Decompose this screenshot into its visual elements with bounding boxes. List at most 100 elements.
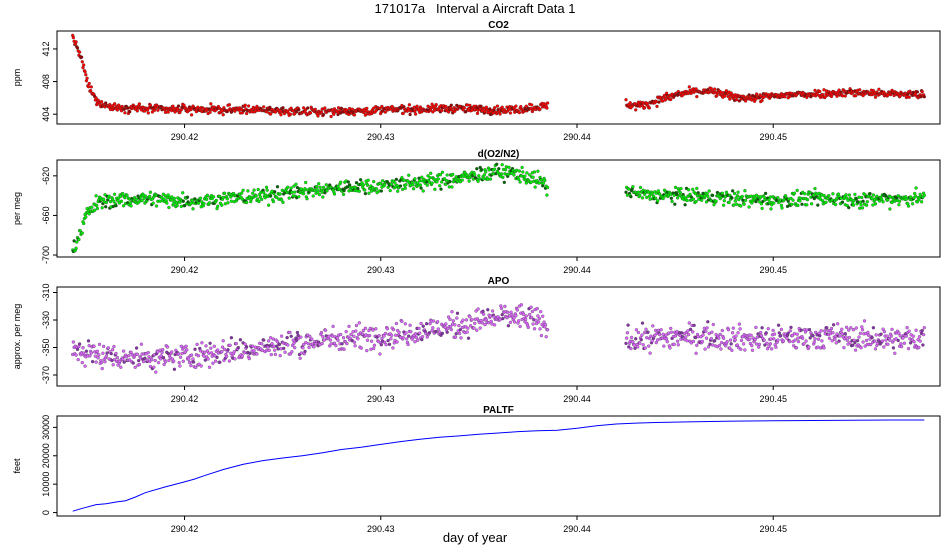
data-point <box>189 201 193 205</box>
data-point <box>405 337 409 341</box>
data-point <box>331 324 335 329</box>
data-point <box>290 350 294 354</box>
data-point <box>177 360 181 365</box>
data-point <box>913 194 918 198</box>
data-point <box>858 331 863 336</box>
data-point <box>765 341 769 345</box>
data-point <box>104 200 109 205</box>
data-point <box>409 330 413 334</box>
data-point <box>648 351 652 355</box>
y-tick-label: -330 <box>41 311 51 329</box>
data-point <box>243 342 247 346</box>
data-point <box>631 185 635 189</box>
x-tick-label: 290.44 <box>563 265 591 275</box>
data-point <box>413 332 418 336</box>
data-point <box>772 332 777 336</box>
data-point <box>369 347 373 351</box>
data-point <box>478 326 482 330</box>
data-point <box>163 360 168 364</box>
data-point <box>669 97 673 102</box>
y-tick-label: -620 <box>41 167 51 185</box>
data-point <box>132 195 137 200</box>
data-point <box>897 203 901 207</box>
data-point <box>380 336 384 341</box>
x-tick-label: 290.42 <box>171 394 199 404</box>
data-point <box>921 343 925 347</box>
data-point <box>816 337 821 341</box>
data-point <box>676 343 680 347</box>
data-point <box>211 195 216 199</box>
x-tick-label: 290.45 <box>759 265 787 275</box>
data-point <box>436 327 440 331</box>
data-point <box>851 343 855 347</box>
data-point <box>812 193 816 197</box>
data-point <box>204 344 208 348</box>
data-point <box>634 328 639 332</box>
data-point <box>349 332 353 337</box>
data-point <box>440 180 444 184</box>
data-point <box>650 191 654 196</box>
data-point <box>655 104 659 109</box>
data-point <box>275 185 280 189</box>
data-point <box>371 328 375 332</box>
data-point <box>372 343 377 347</box>
data-point <box>379 343 383 347</box>
data-point <box>700 339 704 344</box>
data-point <box>636 190 641 194</box>
data-point <box>209 346 213 350</box>
data-point <box>657 100 661 104</box>
y-tick-label: 412 <box>41 41 51 56</box>
data-point <box>257 199 261 204</box>
data-point <box>830 339 834 343</box>
data-point <box>656 199 660 203</box>
data-point <box>220 349 224 354</box>
data-point <box>873 202 878 206</box>
data-point <box>318 185 322 189</box>
y-tick-label: 408 <box>41 74 51 89</box>
data-point <box>327 334 331 338</box>
data-point <box>517 319 521 323</box>
data-point <box>860 195 864 200</box>
data-point <box>306 342 311 346</box>
data-point <box>215 355 219 360</box>
data-point <box>415 104 419 108</box>
data-point <box>430 181 434 185</box>
data-point <box>129 350 133 354</box>
data-point <box>495 104 500 108</box>
data-point <box>740 194 744 199</box>
data-point <box>183 106 188 110</box>
data-point <box>323 106 327 110</box>
data-point <box>330 334 335 338</box>
data-point <box>418 331 422 335</box>
data-point <box>334 343 338 348</box>
data-point <box>774 345 778 349</box>
data-point <box>710 343 715 347</box>
data-point <box>847 335 852 340</box>
data-point <box>718 332 722 337</box>
data-point <box>517 110 522 115</box>
data-point <box>545 185 550 190</box>
data-point <box>809 202 814 206</box>
data-point <box>434 102 438 107</box>
data-point <box>524 314 528 318</box>
data-point <box>221 339 225 343</box>
data-point <box>647 106 652 110</box>
data-point <box>411 183 415 187</box>
data-point <box>408 112 412 117</box>
data-point <box>798 196 803 200</box>
data-point <box>396 189 400 193</box>
data-point <box>146 111 150 115</box>
data-point <box>148 194 152 198</box>
data-point <box>218 360 222 364</box>
data-point <box>301 106 306 110</box>
data-point <box>444 322 448 326</box>
data-point <box>465 103 469 107</box>
data-point <box>755 335 759 339</box>
data-point <box>796 203 800 208</box>
data-point <box>844 325 849 329</box>
data-point <box>254 194 258 198</box>
data-point <box>72 239 76 243</box>
x-tick-label: 290.45 <box>759 394 787 404</box>
data-point <box>329 114 333 119</box>
data-point <box>224 354 229 359</box>
